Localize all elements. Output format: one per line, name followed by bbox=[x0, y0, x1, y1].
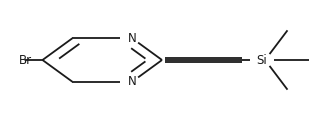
Text: Si: Si bbox=[256, 54, 267, 66]
Text: N: N bbox=[128, 75, 137, 88]
Text: Br: Br bbox=[18, 54, 32, 66]
Text: N: N bbox=[128, 32, 137, 45]
